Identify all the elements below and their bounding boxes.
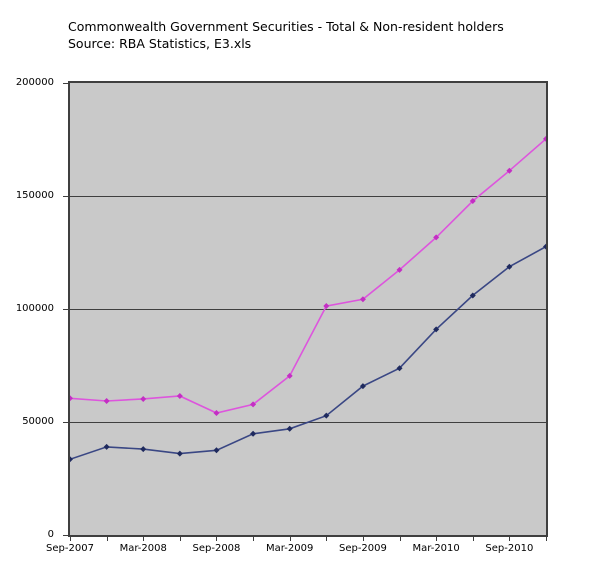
- x-axis-tick-Mar-2009: [289, 537, 291, 541]
- series-marker: [543, 135, 546, 142]
- chart-header: Commonwealth Government Securities - Tot…: [68, 18, 588, 52]
- x-axis-tick-Sep-2009: [362, 537, 364, 541]
- x-axis-tick-Dec-2007: [106, 537, 108, 541]
- series-line-0: [70, 138, 546, 414]
- series-marker: [140, 446, 147, 453]
- series-marker: [250, 430, 257, 437]
- series-marker: [433, 234, 440, 241]
- x-axis-tick-Jun-2010: [472, 537, 474, 541]
- y-axis-tick: [63, 196, 68, 197]
- series-marker: [506, 263, 513, 270]
- series-marker: [323, 412, 330, 419]
- series-marker: [103, 397, 110, 404]
- series-marker: [250, 401, 257, 408]
- series-line-1: [70, 245, 546, 461]
- x-axis-label-Mar-2008: Mar-2008: [119, 543, 167, 554]
- x-axis-label-Sep-2007: Sep-2007: [46, 543, 94, 554]
- series-marker: [286, 372, 293, 379]
- series-marker: [323, 303, 330, 310]
- y-axis-tick: [63, 535, 68, 536]
- series-marker: [176, 450, 183, 457]
- series-marker: [140, 395, 147, 402]
- x-axis-label-Sep-2010: Sep-2010: [485, 543, 534, 554]
- series-marker: [359, 383, 366, 390]
- y-axis-label-0: 0: [47, 529, 54, 540]
- series-marker: [396, 365, 403, 372]
- x-axis-label-Mar-2010: Mar-2010: [412, 543, 460, 554]
- series-marker: [396, 266, 403, 273]
- series-marker: [70, 395, 73, 402]
- series-marker: [469, 292, 476, 299]
- series-marker: [70, 456, 73, 463]
- series-marker: [469, 197, 476, 204]
- x-axis-tick-Sep-2008: [216, 537, 218, 541]
- y-axis-tick: [63, 83, 68, 84]
- x-axis-label-Sep-2009: Sep-2009: [338, 543, 387, 554]
- x-axis-tick-Mar-2010: [436, 537, 438, 541]
- x-axis-tick-Jun-2008: [179, 537, 181, 541]
- x-axis-tick-Dec-2009: [399, 537, 401, 541]
- y-axis-tick: [63, 309, 68, 310]
- chart-subtitle: Source: RBA Statistics, E3.xls: [68, 36, 252, 51]
- series-marker: [176, 393, 183, 400]
- series-marker: [433, 326, 440, 333]
- x-axis-tick-Sep-2007: [70, 537, 71, 541]
- gridline-100000: [70, 308, 546, 310]
- x-axis-tick-Mar-2008: [143, 537, 145, 541]
- y-axis-label-50000: 50000: [22, 416, 54, 427]
- plot-area: [68, 81, 548, 537]
- y-axis-label-200000: 200000: [15, 77, 54, 88]
- x-axis-tick-Jun-2009: [326, 537, 328, 541]
- series-marker: [506, 167, 513, 174]
- x-axis-tick-Dec-2008: [253, 537, 255, 541]
- chart-series-svg: [70, 135, 546, 463]
- y-axis-label-150000: 150000: [15, 190, 54, 201]
- series-marker: [213, 409, 220, 416]
- x-axis-tick-Dec-2010: [546, 537, 547, 541]
- x-axis-tick-Sep-2010: [509, 537, 511, 541]
- gridline-150000: [70, 195, 546, 197]
- y-axis-tick: [63, 422, 68, 423]
- x-axis-label-Mar-2009: Mar-2009: [266, 543, 314, 554]
- y-axis-label-100000: 100000: [15, 303, 54, 314]
- series-marker: [359, 296, 366, 303]
- x-axis-label-Sep-2008: Sep-2008: [192, 543, 241, 554]
- chart-title: Commonwealth Government Securities - Tot…: [68, 19, 504, 34]
- series-marker: [543, 243, 546, 250]
- series-marker: [103, 443, 110, 450]
- series-marker: [286, 425, 293, 432]
- series-marker: [213, 447, 220, 454]
